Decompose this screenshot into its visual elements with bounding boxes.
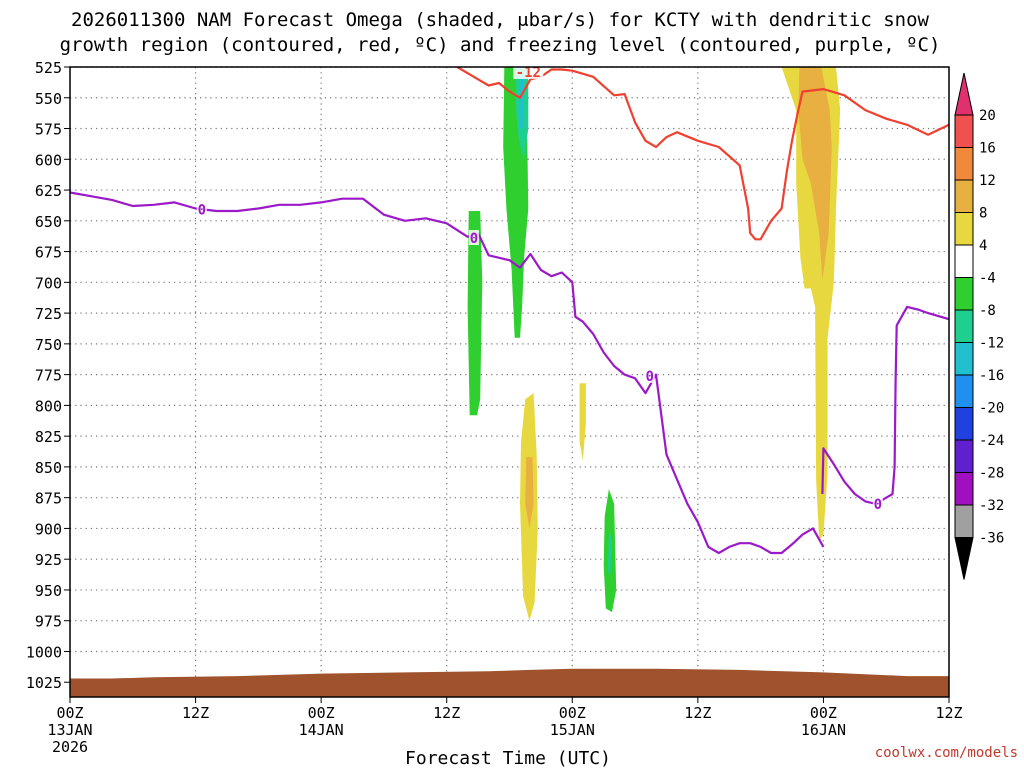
omega-shading (70, 67, 949, 697)
omega-region (518, 73, 524, 129)
y-tick-label: 775 (35, 367, 62, 385)
credit-text: coolwx.com/models (875, 745, 1018, 761)
y-tick-label: 650 (35, 213, 62, 231)
colorbar-box (954, 179, 974, 213)
x-tick-label: 15JAN (550, 721, 595, 739)
colorbar-label: -16 (979, 368, 1004, 384)
x-tick-label: 12Z (684, 704, 711, 722)
y-tick-label: 575 (35, 121, 62, 139)
omega-region (579, 383, 586, 461)
colorbar-top-arrow (954, 72, 974, 116)
x-tick-label: 16JAN (801, 721, 846, 739)
colorbar-bottom-arrow (954, 537, 974, 580)
y-tick-label: 725 (35, 305, 62, 323)
contour-label-bg (468, 230, 479, 246)
colorbar-box (954, 147, 974, 181)
y-axis: 525 550 575 600 625 650 675 700 725 750 775 800 825 8… (26, 59, 70, 692)
y-tick-label: 625 (35, 182, 62, 200)
colorbar-label: 8 (979, 206, 987, 222)
y-tick-label: 800 (35, 397, 62, 415)
y-tick-label: 850 (35, 459, 62, 477)
colorbar-label: -32 (979, 498, 1004, 514)
colorbar: 20 16 12 8 4 -4 -8 -12 -16 -20 -24 -28 -32 -36 (954, 72, 1004, 580)
contour-line (456, 67, 949, 241)
grid (70, 66, 949, 697)
x-tick-label: 13JAN (47, 721, 92, 739)
x-tick-label: 00Z (810, 704, 837, 722)
colorbar-label: -8 (979, 303, 996, 319)
y-tick-label: 750 (35, 336, 62, 354)
y-tick-label: 1000 (26, 643, 62, 661)
colorbar-label: -20 (979, 401, 1004, 417)
x-tick-label: 12Z (182, 704, 209, 722)
omega-region (467, 211, 483, 416)
contour-label: 0 (646, 369, 654, 385)
y-tick-label: 700 (35, 274, 62, 292)
omega-region (525, 457, 534, 529)
x-tick-label: 00Z (559, 704, 586, 722)
colorbar-box (954, 504, 974, 538)
x-tick-label: 14JAN (299, 721, 344, 739)
colorbar-box (954, 342, 974, 376)
contour-label-bg (644, 367, 655, 383)
colorbar-label: 4 (979, 238, 987, 254)
contour-line (70, 191, 825, 555)
contour-line (821, 305, 949, 505)
colorbar-box (954, 114, 974, 148)
omega-region (607, 528, 612, 578)
y-tick-label: 950 (35, 582, 62, 600)
chart-title-line1: 2026011300 NAM Forecast Omega (shaded, μ… (71, 9, 929, 31)
y-tick-label: 600 (35, 151, 62, 169)
colorbar-label: -36 (979, 531, 1004, 547)
colorbar-label: 20 (979, 108, 996, 124)
contour-label-bg (872, 495, 883, 511)
colorbar-box (954, 407, 974, 441)
colorbar-box (954, 309, 974, 343)
colorbar-box (954, 244, 974, 278)
colorbar-label: -28 (979, 466, 1004, 482)
chart-title-line2: growth region (contoured, red, ºC) and f… (60, 34, 941, 56)
contour-label: 0 (470, 231, 478, 247)
x-tick-label: 00Z (56, 704, 83, 722)
y-tick-label: 925 (35, 551, 62, 569)
contour-lines: 0 0 0 0 -12 (70, 65, 949, 555)
y-tick-label: 675 (35, 244, 62, 262)
contour-label-bg (513, 67, 544, 79)
colorbar-label: 12 (979, 173, 996, 189)
y-tick-label: 975 (35, 613, 62, 631)
colorbar-box (954, 277, 974, 311)
omega-region (798, 67, 832, 280)
x-tick-label: 00Z (308, 704, 335, 722)
contour-label: -12 (516, 65, 541, 81)
x-tick-label: 12Z (433, 704, 460, 722)
x-tick-label: 2026 (52, 738, 88, 756)
contour-label: 0 (198, 203, 206, 219)
y-tick-label: 1025 (26, 674, 62, 692)
colorbar-box (954, 374, 974, 408)
plot-frame (69, 66, 950, 698)
colorbar-label: -4 (979, 271, 996, 287)
x-tick-label: 12Z (935, 704, 962, 722)
x-axis-label: Forecast Time (UTC) (405, 748, 611, 768)
contour-label: 0 (874, 497, 882, 513)
colorbar-label: -12 (979, 336, 1004, 352)
terrain-surface (70, 668, 949, 697)
colorbar-label: 16 (979, 141, 996, 157)
y-tick-label: 550 (35, 90, 62, 108)
y-tick-label: 900 (35, 520, 62, 538)
y-tick-label: 825 (35, 428, 62, 446)
colorbar-box (954, 439, 974, 473)
colorbar-label: -24 (979, 433, 1004, 449)
y-tick-label: 525 (35, 59, 62, 77)
colorbar-box (954, 212, 974, 246)
y-tick-label: 875 (35, 490, 62, 508)
colorbar-box (954, 472, 974, 506)
contour-label-bg (196, 201, 207, 217)
